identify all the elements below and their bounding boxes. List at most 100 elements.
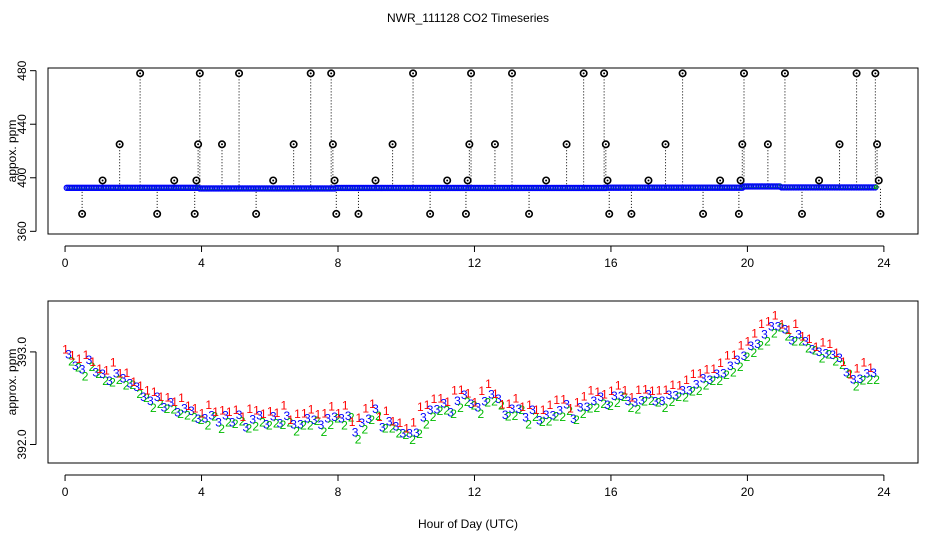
series-3-point: 3 xyxy=(359,416,366,430)
series-1-point: 1 xyxy=(492,387,499,401)
series-2-point: 2 xyxy=(396,426,403,440)
series-2-point: 2 xyxy=(669,395,676,409)
top-plot-frame xyxy=(47,67,919,235)
outlier-point-center xyxy=(739,179,742,182)
series-2-point: 2 xyxy=(491,394,498,408)
series-2-point: 2 xyxy=(628,401,635,415)
series-2-point: 2 xyxy=(839,358,846,372)
outlier-point-center xyxy=(118,143,121,146)
series-3-point: 3 xyxy=(154,390,161,404)
series-2-point: 2 xyxy=(860,374,867,388)
bottom-x-tick-label: 12 xyxy=(468,485,482,499)
series-2-point: 2 xyxy=(68,354,75,368)
series-2-point: 2 xyxy=(136,387,143,401)
bottom-y-tick-label: 392.0 xyxy=(15,429,29,459)
series-2-point: 2 xyxy=(464,395,471,409)
outlier-point-center xyxy=(879,212,882,215)
series-2-point: 2 xyxy=(471,398,478,412)
series-2-point: 2 xyxy=(416,427,423,441)
series-1-point: 1 xyxy=(697,366,704,380)
series-1-point: 1 xyxy=(137,379,144,393)
bottom-x-tick-label: 20 xyxy=(741,485,755,499)
series-3-point: 3 xyxy=(120,371,127,385)
series-2-point: 2 xyxy=(164,402,171,416)
bottom-x-tick-label: 0 xyxy=(62,485,69,499)
series-3-point: 3 xyxy=(475,400,482,414)
series-1-point: 1 xyxy=(280,398,287,412)
series-1-point: 1 xyxy=(628,391,635,405)
series-1-point: 1 xyxy=(342,399,349,413)
top-y-axis-title: appox. ppm xyxy=(5,120,19,183)
series-2-point: 2 xyxy=(518,403,525,417)
outlier-point-center xyxy=(743,72,745,75)
outlier-point-center xyxy=(255,212,258,215)
top-x-tick-label: 24 xyxy=(877,256,891,270)
series-3-point: 3 xyxy=(782,323,789,337)
top-x-tick-label: 0 xyxy=(62,256,69,270)
series-3-point: 3 xyxy=(161,401,168,415)
series-3-point: 3 xyxy=(563,397,570,411)
series-1-point: 1 xyxy=(472,395,479,409)
outlier-point-center xyxy=(766,143,769,146)
series-1-point: 1 xyxy=(226,405,233,419)
series-1-point: 1 xyxy=(526,398,533,412)
outlier-point-center xyxy=(331,143,334,146)
outlier-point-center xyxy=(838,143,841,146)
series-3-point: 3 xyxy=(686,383,693,397)
series-2-point: 2 xyxy=(730,366,737,380)
series-1-point: 1 xyxy=(806,332,813,346)
series-3-point: 3 xyxy=(652,394,659,408)
outlier-point-center xyxy=(647,179,650,182)
bottom-x-axis: 0 4 8 12 16 20 24 xyxy=(62,474,891,499)
series-1-point: 1 xyxy=(301,406,308,420)
series-1-point: 1 xyxy=(854,362,861,376)
series-3-point: 3 xyxy=(741,349,748,363)
series-2-point: 2 xyxy=(778,321,785,335)
series-2-point: 2 xyxy=(744,350,751,364)
series-1-point: 1 xyxy=(124,366,131,380)
series-1-point: 1 xyxy=(171,395,178,409)
series-3-point: 3 xyxy=(393,420,400,434)
series-1-point: 1 xyxy=(410,415,417,429)
outlier-point-center xyxy=(606,179,609,182)
series-1-point: 1 xyxy=(826,337,833,351)
top-y-tick-label: 360 xyxy=(15,221,29,241)
series-3-point: 3 xyxy=(618,389,625,403)
series-1-point: 1 xyxy=(785,323,792,337)
series-2-point: 2 xyxy=(553,410,560,424)
series-3-point: 3 xyxy=(86,353,93,367)
series-1-point: 1 xyxy=(212,405,219,419)
series-2-point: 2 xyxy=(737,360,744,374)
series-2-point: 2 xyxy=(307,418,314,432)
series-2-point: 2 xyxy=(696,384,703,398)
outlier-point-center xyxy=(818,179,821,182)
series-1-point: 1 xyxy=(219,403,226,417)
series-3-point: 3 xyxy=(488,388,495,402)
outlier-point-center xyxy=(221,143,223,146)
series-3-point: 3 xyxy=(666,388,673,402)
series-2-point: 2 xyxy=(682,391,689,405)
series-2-point: 2 xyxy=(300,419,307,433)
bottom-x-tick-label: 24 xyxy=(877,485,891,499)
series-3-point: 3 xyxy=(515,402,522,416)
series-2-point: 2 xyxy=(764,334,771,348)
series-3-point: 3 xyxy=(461,388,468,402)
series-1-point: 1 xyxy=(663,383,670,397)
series-3-point: 3 xyxy=(502,408,509,422)
series-2-point: 2 xyxy=(819,352,826,366)
series-1-point: 1 xyxy=(738,338,745,352)
series-1-point: 1 xyxy=(335,406,342,420)
top-x-tick-label: 16 xyxy=(604,256,618,270)
series-1-point: 1 xyxy=(683,373,690,387)
series-2-point: 2 xyxy=(225,415,232,429)
series-3-point: 3 xyxy=(283,409,290,423)
bottom-x-tick-label: 4 xyxy=(198,485,205,499)
series-1-point: 1 xyxy=(751,326,758,340)
series-2-point: 2 xyxy=(170,403,177,417)
series-1-point: 1 xyxy=(151,385,158,399)
chart-title: NWR_111128 CO2 Timeseries xyxy=(387,11,549,25)
series-1-point: 1 xyxy=(574,395,581,409)
series-2-point: 2 xyxy=(109,375,116,389)
outlier-point-center xyxy=(357,212,360,215)
